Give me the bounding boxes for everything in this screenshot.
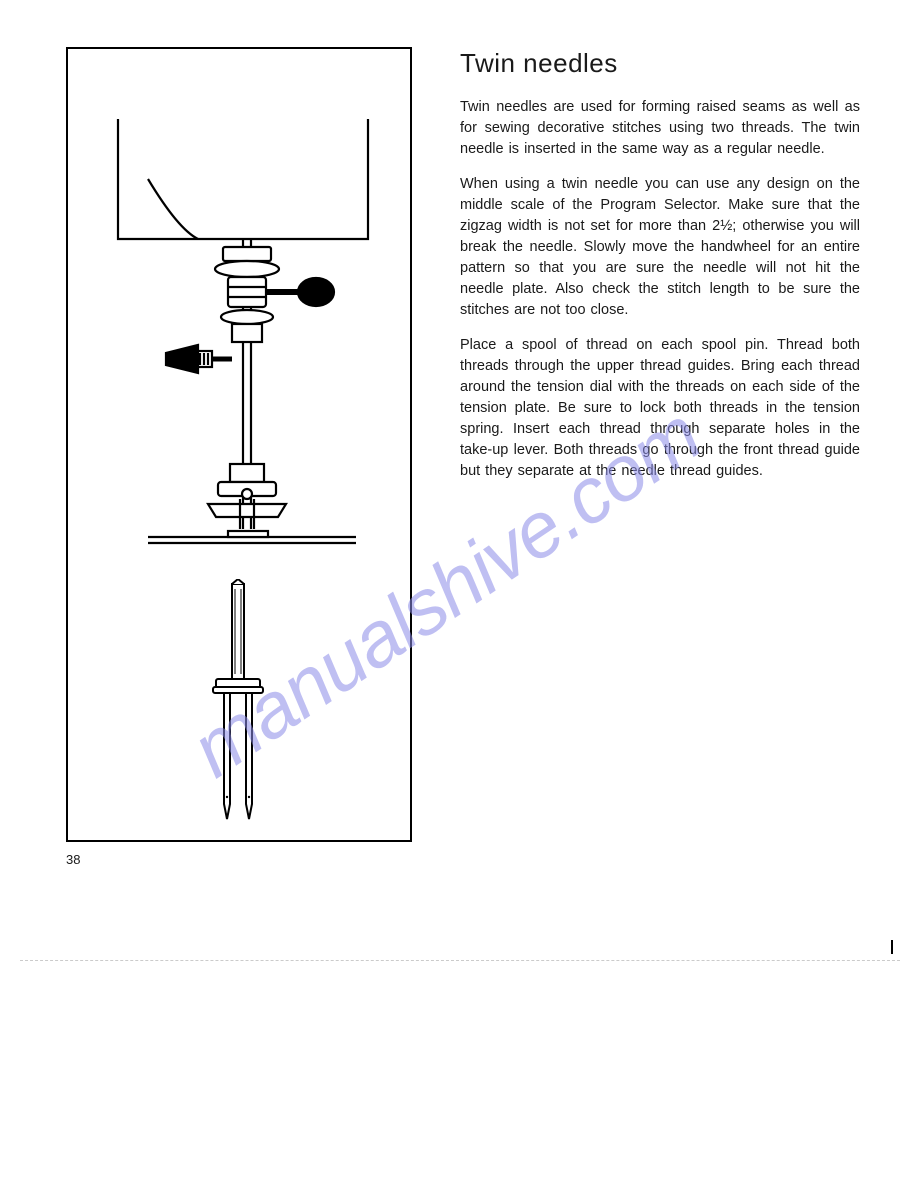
edge-mark: [891, 940, 893, 954]
paragraph-2: When using a twin needle you can use any…: [460, 174, 860, 321]
page-number: 38: [66, 852, 80, 867]
twin-needle-illustration: [188, 579, 288, 829]
fold-line: [20, 960, 900, 961]
text-column: Twin needles Twin needles are used for f…: [460, 48, 860, 496]
illustration-frame: [66, 47, 412, 842]
page-title: Twin needles: [460, 48, 860, 79]
manual-page: Twin needles Twin needles are used for f…: [0, 0, 918, 1188]
paragraph-3: Place a spool of thread on each spool pi…: [460, 335, 860, 482]
machine-illustration: [88, 109, 388, 549]
paragraph-1: Twin needles are used for forming raised…: [460, 97, 860, 160]
